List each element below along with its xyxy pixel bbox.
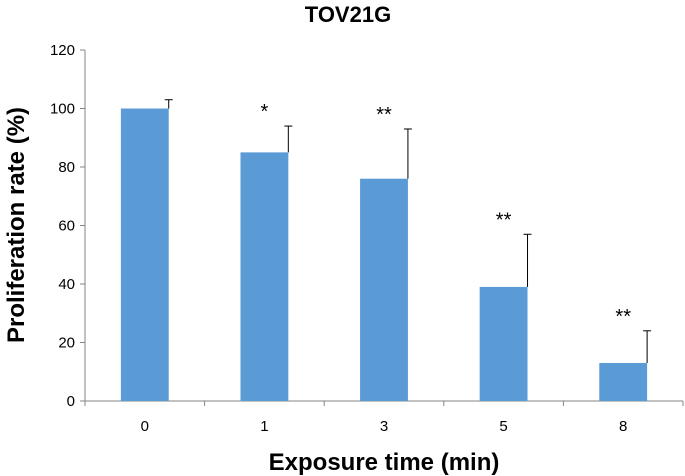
y-tick-label: 60 (58, 218, 75, 235)
error-bar-5 (523, 233, 532, 287)
significance-markers: * ****** (261, 101, 632, 328)
x-tick-label: 3 (380, 418, 388, 435)
bar-1 (240, 152, 289, 401)
x-axis-ticks: 0 1 3 5 8 (84, 401, 684, 435)
error-bar-3 (403, 128, 412, 179)
y-tick-label: 40 (58, 276, 75, 293)
y-axis-ticks: 0 20 40 60 80 100 120 (50, 42, 85, 410)
x-tick-label: 1 (260, 418, 268, 435)
bar-8 (599, 362, 648, 401)
x-tick-label: 5 (499, 418, 507, 435)
x-axis-title: Exposure time (min) (269, 449, 500, 476)
y-tick-label: 20 (58, 335, 75, 352)
y-tick-label: 80 (58, 159, 75, 176)
y-tick-label: 100 (50, 101, 75, 118)
significance-marker-8: ** (615, 306, 631, 328)
significance-marker-1: * (261, 101, 269, 123)
error-bar-0 (164, 99, 173, 109)
error-bar-1 (284, 125, 293, 153)
y-axis-title: Proliferation rate (%) (3, 107, 30, 343)
bar-5 (479, 286, 528, 401)
significance-marker-3: ** (376, 104, 392, 126)
error-bars-group (164, 99, 652, 363)
bars-group (120, 108, 648, 401)
bar-0 (120, 108, 169, 401)
y-tick-label: 0 (67, 393, 75, 410)
y-tick-label: 120 (50, 42, 75, 59)
x-tick-label: 0 (141, 418, 149, 435)
error-bar-8 (643, 330, 652, 363)
significance-marker-5: ** (496, 209, 512, 231)
bar-3 (360, 178, 408, 401)
x-tick-label: 8 (619, 418, 627, 435)
chart-title: TOV21G (305, 2, 391, 27)
